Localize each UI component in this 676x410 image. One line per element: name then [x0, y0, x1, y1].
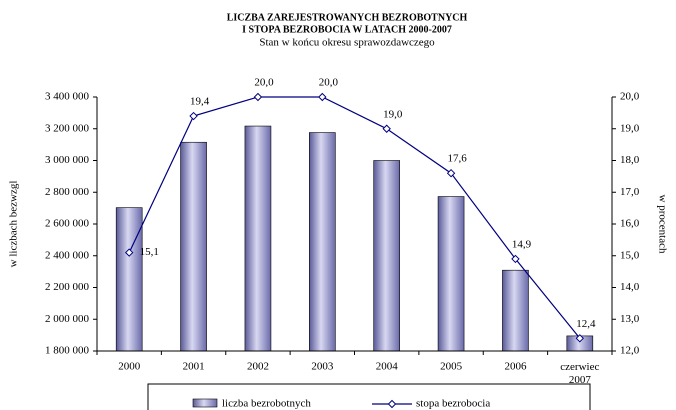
- data-label: 19,0: [383, 108, 403, 120]
- y2-axis-title: w procentach: [656, 195, 668, 254]
- legend-box: [147, 383, 591, 410]
- bar: [309, 132, 336, 352]
- data-label: 12,4: [576, 318, 596, 330]
- y-tick-label: 3 200 000: [45, 122, 90, 134]
- y-tick-label: 2 600 000: [45, 218, 90, 230]
- bar: [244, 125, 272, 352]
- y2-tick-label: 17,0: [620, 186, 640, 198]
- marker: [382, 124, 391, 133]
- marker: [318, 92, 327, 102]
- y-axis-title: w liczbach bezwzgl: [8, 181, 20, 268]
- y2-tick-label: 12,0: [620, 345, 640, 357]
- legend-swatch: [192, 398, 218, 408]
- marker: [253, 92, 263, 102]
- y-tick-label: 2 800 000: [45, 186, 90, 198]
- data-label: 17,6: [447, 153, 467, 165]
- bar: [373, 160, 400, 352]
- y2-tick-label: 20,0: [620, 91, 640, 103]
- data-label: 15,1: [140, 246, 159, 258]
- bar: [502, 269, 529, 352]
- y-tick-label: 3 400 000: [45, 91, 90, 103]
- x-tick-label: 2001: [183, 361, 205, 373]
- chart-title: LICZBA ZAREJESTROWANYCH BEZROBOTNYCH: [227, 12, 468, 23]
- marker: [575, 334, 585, 343]
- y2-tick-label: 18,0: [620, 154, 640, 166]
- legend-marker: [387, 399, 397, 409]
- marker: [511, 254, 520, 264]
- legend-label: liczba bezrobotnych: [222, 398, 311, 410]
- bar: [115, 207, 143, 352]
- x-tick-label: 2002: [247, 361, 269, 373]
- y2-tick-label: 16,0: [620, 218, 640, 230]
- y2-tick-label: 15,0: [620, 249, 640, 261]
- x-tick-label: 2006: [504, 361, 527, 373]
- marker: [189, 111, 198, 121]
- line: [128, 96, 581, 339]
- x-tick-label: 2003: [311, 361, 334, 373]
- chart-subtitle: Stan w końcu okresu sprawozdawczego: [259, 37, 435, 49]
- x-tick-label: 2004: [376, 361, 399, 373]
- data-label: 20,0: [319, 77, 339, 89]
- chart-title: I STOPA BEZROBOCIA W LATACH 2000-2007: [242, 24, 452, 35]
- data-label: 19,4: [190, 96, 210, 108]
- y2-tick-label: 14,0: [620, 281, 640, 293]
- x-tick-label: 2005: [440, 361, 463, 373]
- y-tick-label: 2 200 000: [45, 281, 90, 293]
- marker: [124, 248, 134, 257]
- y-tick-label: 2 000 000: [45, 313, 90, 325]
- y-tick-label: 1 800 000: [45, 345, 90, 357]
- marker: [446, 168, 456, 178]
- y-tick-label: 3 000 000: [45, 154, 90, 166]
- data-label: 20,0: [254, 77, 274, 89]
- y2-tick-label: 19,0: [620, 122, 640, 134]
- bar: [437, 196, 465, 352]
- y2-tick-label: 13,0: [620, 313, 640, 325]
- y-tick-label: 2 400 000: [45, 249, 90, 261]
- x-tick-label: 2000: [118, 361, 141, 373]
- data-label: 14,9: [512, 238, 532, 250]
- x-tick-label: czerwiec 2007: [560, 361, 599, 386]
- legend-label: stopa bezrobocia: [416, 398, 490, 410]
- bar: [180, 141, 207, 352]
